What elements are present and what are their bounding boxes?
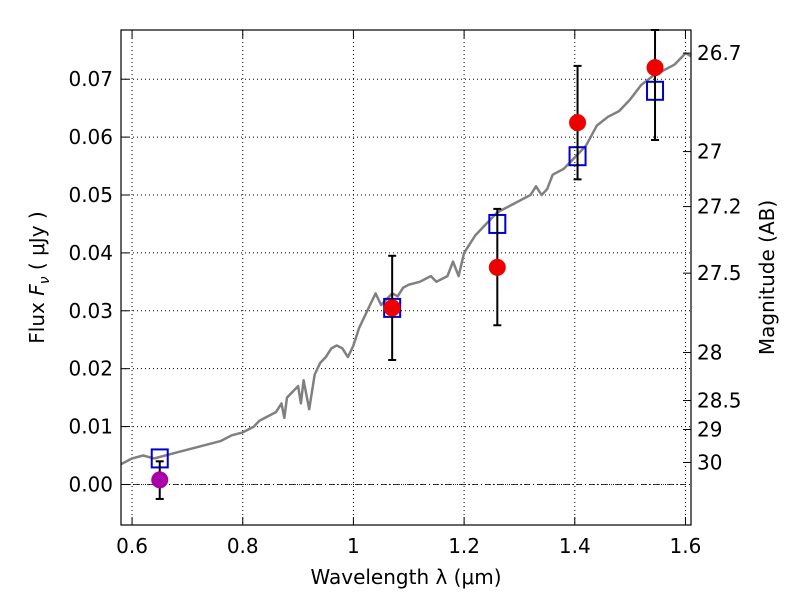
right-tick-label: 29 xyxy=(697,417,722,441)
right-tick-label: 28.5 xyxy=(697,389,742,413)
y-axis-title: Flux Fν ( μJy ) xyxy=(25,211,53,343)
ticks: 0.6 0.8 1 1.2 1.4 1.6 0.00 0.01 0.02 0.03 0.04 0.05… xyxy=(68,30,742,558)
y-tick-label: 0.02 xyxy=(68,357,113,381)
observed-flux-point xyxy=(383,299,401,317)
y-tick-label: 0.04 xyxy=(68,241,113,265)
right-tick-label: 26.7 xyxy=(697,41,742,65)
x-tick-label: 0.6 xyxy=(116,534,148,558)
y-tick-label: 0.03 xyxy=(68,299,113,323)
observed-flux-point xyxy=(569,114,587,132)
plot-frame xyxy=(120,29,692,526)
x-tick-label: 1.2 xyxy=(448,534,480,558)
observed-flux-point xyxy=(488,258,506,276)
observed-flux-point xyxy=(646,59,664,77)
spectrum-line xyxy=(120,51,692,466)
right-tick-label: 27.5 xyxy=(697,261,742,285)
grid xyxy=(121,30,691,525)
x-tick-label: 1.4 xyxy=(559,534,591,558)
right-axis-title: Magnitude (AB) xyxy=(755,200,779,355)
x-tick-label: 1 xyxy=(347,534,360,558)
y-tick-label: 0.07 xyxy=(68,67,113,91)
right-tick-label: 30 xyxy=(697,450,722,474)
x-tick-label: 0.8 xyxy=(227,534,259,558)
x-axis-title: Wavelength λ (μm) xyxy=(310,565,501,589)
right-tick-label: 27 xyxy=(697,140,722,164)
right-tick-label: 27.2 xyxy=(697,195,742,219)
right-tick-label: 28 xyxy=(697,340,722,364)
series xyxy=(120,29,692,500)
y-tick-label: 0.05 xyxy=(68,183,113,207)
y-tick-label: 0.06 xyxy=(68,125,113,149)
y-tick-label: 0.01 xyxy=(68,415,113,439)
observed-flux-point xyxy=(151,471,169,489)
x-tick-label: 1.6 xyxy=(670,534,702,558)
y-tick-label: 0.00 xyxy=(68,472,113,496)
